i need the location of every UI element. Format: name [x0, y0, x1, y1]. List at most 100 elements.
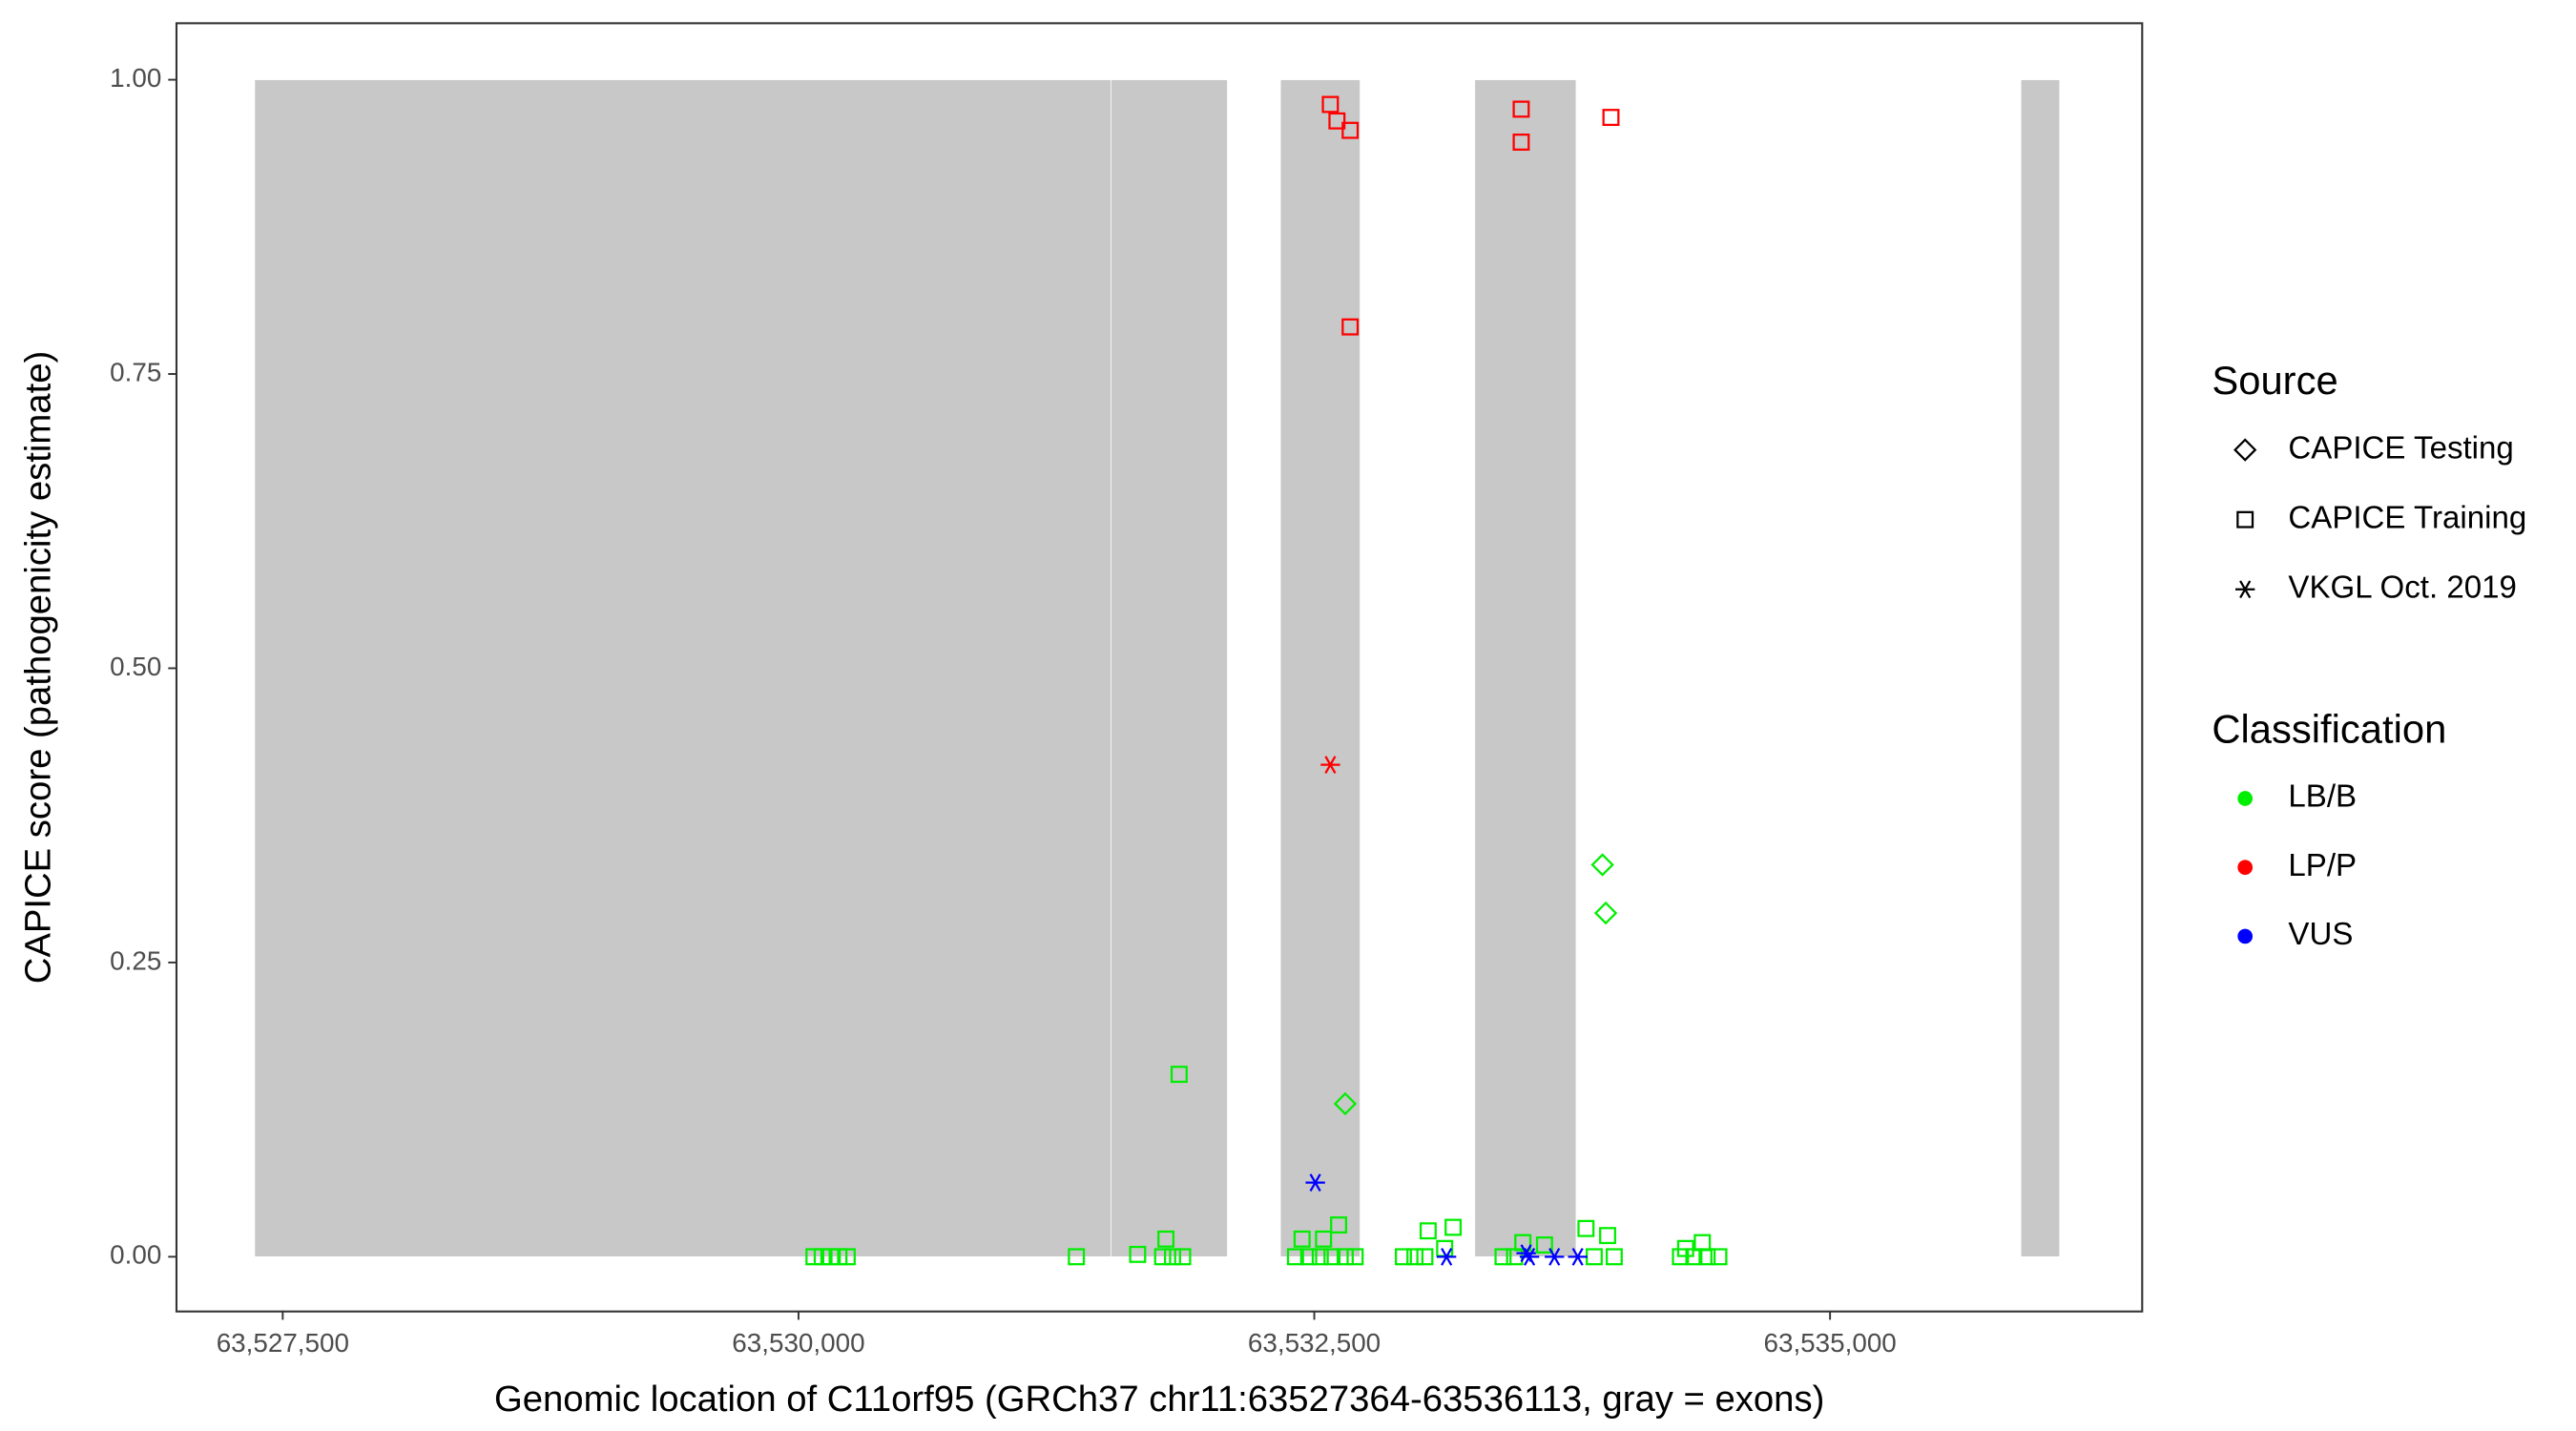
asterisk	[1320, 756, 1340, 775]
point	[1174, 1248, 1192, 1266]
exon	[1279, 79, 1361, 1257]
y-tick-label: 0.50	[110, 652, 161, 681]
square	[1416, 1248, 1434, 1266]
point	[1577, 1219, 1595, 1237]
point	[1568, 1247, 1588, 1266]
square	[1514, 1234, 1532, 1252]
point	[1328, 112, 1346, 130]
legend-label: CAPICE Training	[2288, 500, 2526, 535]
square	[1157, 1230, 1175, 1248]
square	[1710, 1248, 1728, 1266]
square	[1315, 1230, 1333, 1248]
point	[1545, 1247, 1565, 1266]
square	[1170, 1066, 1188, 1084]
point	[1444, 1218, 1463, 1236]
point	[1341, 121, 1360, 139]
point	[1337, 1248, 1354, 1266]
legend-title: Source	[2212, 358, 2337, 403]
y-tick-label: 0.25	[110, 945, 161, 975]
square	[1605, 1248, 1623, 1266]
legend-key	[2237, 928, 2254, 944]
square	[1406, 1248, 1424, 1266]
square	[1174, 1248, 1192, 1266]
point	[1512, 134, 1530, 151]
square	[2236, 510, 2254, 529]
point	[1593, 901, 1618, 925]
asterisk	[2235, 580, 2255, 599]
point	[1311, 1248, 1329, 1266]
point	[2235, 580, 2255, 599]
point	[1512, 100, 1530, 118]
square	[1337, 1248, 1354, 1266]
point	[1394, 1248, 1412, 1266]
point	[1346, 1248, 1364, 1266]
point	[1315, 1230, 1333, 1248]
point	[1170, 1066, 1188, 1084]
exon	[254, 79, 1111, 1257]
exon	[1474, 79, 1577, 1257]
point	[1693, 1234, 1712, 1252]
point	[1299, 1248, 1318, 1266]
point	[1602, 109, 1620, 127]
x-tick-label: 63,527,500	[217, 1328, 349, 1358]
point	[1164, 1248, 1181, 1266]
square	[1286, 1248, 1304, 1266]
square	[1328, 112, 1346, 130]
diamond	[1333, 1091, 1358, 1116]
x-axis-title: Genomic location of C11orf95 (GRCh37 chr…	[494, 1379, 1824, 1420]
point	[1436, 1247, 1457, 1266]
asterisk	[1519, 1247, 1540, 1266]
point	[1305, 1173, 1325, 1192]
square	[1321, 95, 1340, 114]
square	[1346, 1248, 1364, 1266]
legend-label: CAPICE Testing	[2288, 430, 2513, 466]
point	[1323, 1248, 1341, 1266]
point	[1330, 1216, 1348, 1234]
square	[1419, 1222, 1437, 1240]
square	[1068, 1248, 1086, 1266]
square	[1129, 1245, 1147, 1263]
square	[1164, 1248, 1181, 1266]
square	[1676, 1239, 1694, 1257]
square	[1535, 1236, 1553, 1254]
square	[1341, 121, 1360, 139]
square	[1577, 1219, 1595, 1237]
square	[1444, 1218, 1463, 1236]
asterisk	[1545, 1247, 1565, 1266]
square	[1299, 1248, 1318, 1266]
x-tick-label: 63,530,000	[732, 1328, 864, 1358]
square	[1602, 109, 1620, 127]
point	[1333, 1091, 1358, 1116]
diamond	[2233, 438, 2257, 462]
point	[2233, 438, 2257, 462]
point	[1293, 1230, 1311, 1248]
diamond	[1593, 901, 1618, 925]
x-tick-label: 63,535,000	[1763, 1328, 1896, 1358]
point	[1153, 1248, 1172, 1266]
point	[1406, 1248, 1424, 1266]
point	[1710, 1248, 1728, 1266]
point	[1416, 1248, 1434, 1266]
square	[1153, 1248, 1172, 1266]
point	[1320, 756, 1340, 775]
legend-label: VUS	[2288, 917, 2353, 952]
point	[1590, 853, 1614, 877]
y-tick-label: 0.75	[110, 357, 161, 386]
legend-key	[2237, 791, 2254, 806]
square	[1599, 1227, 1616, 1245]
point	[2236, 510, 2254, 529]
y-axis-title: CAPICE score (pathogenicity estimate)	[17, 351, 58, 985]
y-tick-label: 1.00	[110, 63, 161, 93]
square	[1394, 1248, 1412, 1266]
point	[1605, 1248, 1623, 1266]
legend-key	[2237, 860, 2254, 876]
square	[1311, 1248, 1329, 1266]
point	[1514, 1234, 1532, 1252]
point	[1494, 1248, 1512, 1266]
square	[1330, 1216, 1348, 1234]
point	[1419, 1222, 1437, 1240]
point	[1676, 1239, 1694, 1257]
point	[1599, 1227, 1616, 1245]
point	[1341, 318, 1360, 336]
